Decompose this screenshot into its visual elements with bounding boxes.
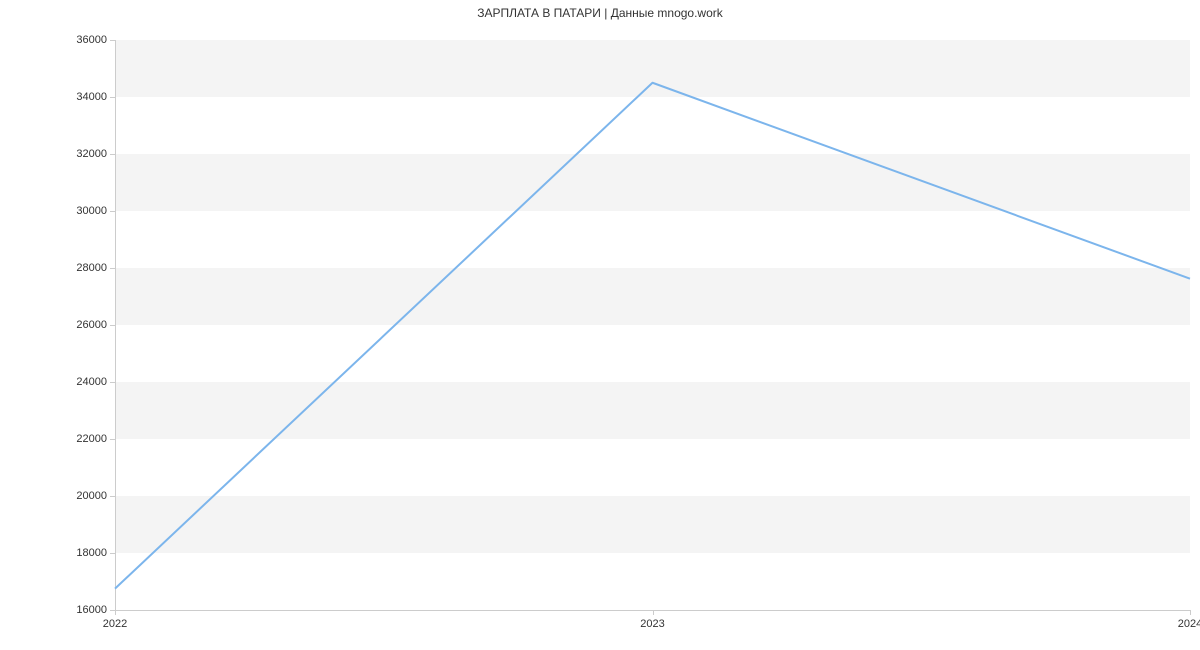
y-tick-label: 34000 (76, 91, 107, 103)
plot-area: 1600018000200002200024000260002800030000… (115, 40, 1190, 610)
x-tick-label: 2024 (1178, 618, 1200, 630)
y-tick-label: 30000 (76, 205, 107, 217)
y-tick-label: 24000 (76, 376, 107, 388)
series-line-salary (115, 83, 1190, 589)
y-tick-label: 22000 (76, 433, 107, 445)
y-tick-label: 16000 (76, 604, 107, 616)
series-svg (115, 40, 1190, 610)
x-tick-label: 2023 (640, 618, 664, 630)
y-tick-label: 32000 (76, 148, 107, 160)
y-tick-label: 26000 (76, 319, 107, 331)
chart-container: ЗАРПЛАТА В ПАТАРИ | Данные mnogo.work 16… (0, 0, 1200, 650)
x-axis-line (115, 610, 1190, 611)
y-tick-label: 18000 (76, 547, 107, 559)
x-tick-label: 2022 (103, 618, 127, 630)
y-tick-label: 28000 (76, 262, 107, 274)
x-tick-mark (1190, 610, 1191, 615)
y-tick-label: 20000 (76, 490, 107, 502)
y-tick-label: 36000 (76, 34, 107, 46)
chart-title: ЗАРПЛАТА В ПАТАРИ | Данные mnogo.work (0, 6, 1200, 20)
